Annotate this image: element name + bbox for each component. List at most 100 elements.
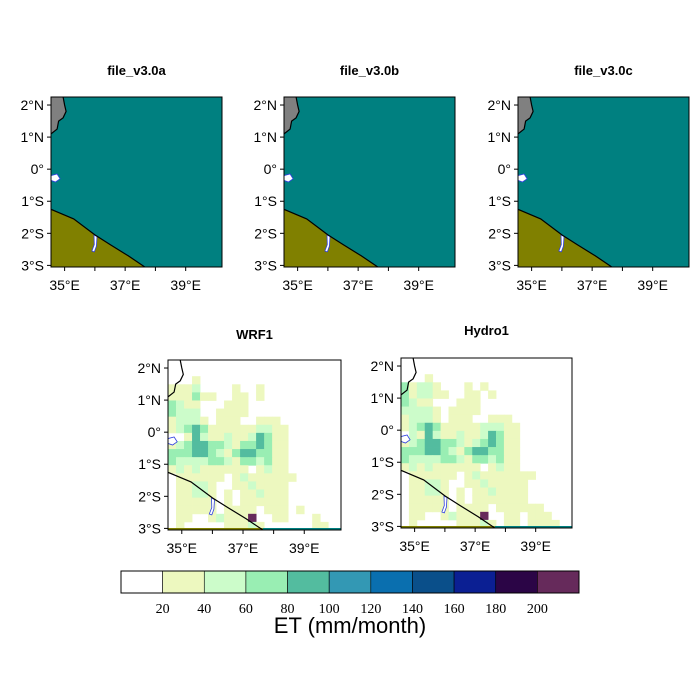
colorbar-label: 20: [156, 602, 170, 617]
grid-cell: [216, 424, 225, 434]
grid-cell: [472, 495, 481, 505]
grid-cell: [424, 382, 434, 391]
grid-cell: [488, 463, 497, 472]
grid-cell: [224, 416, 233, 426]
grid-cell: [200, 497, 209, 507]
grid-cell: [216, 440, 225, 450]
grid-cell: [488, 447, 497, 456]
grid-cell: [240, 432, 249, 442]
grid-cell: [200, 449, 209, 458]
lon-tick-label: 37°E: [228, 540, 259, 556]
grid-cell: [176, 440, 185, 450]
grid-cell: [176, 457, 185, 466]
grid-cell: [232, 408, 241, 418]
grid-cell: [488, 519, 497, 528]
grid-cell: [432, 455, 441, 464]
grid-cell: [456, 406, 465, 416]
grid-cell: [424, 390, 434, 399]
grid-cell: [248, 424, 257, 434]
grid-cell: [519, 487, 529, 497]
colorbar-box: [537, 570, 580, 594]
grid-cell: [192, 384, 201, 393]
grid-cell: [456, 519, 465, 528]
map-frame: [283, 96, 456, 268]
grid-cell: [416, 511, 426, 521]
south-region: [518, 209, 612, 267]
grid-cell: [232, 424, 241, 434]
grid-cell: [248, 505, 257, 515]
grid-cell: [440, 430, 449, 440]
grid-cell: [472, 463, 481, 472]
colorbar-label: 160: [444, 602, 465, 617]
grid-cell: [408, 430, 418, 440]
grid-cell: [200, 440, 209, 450]
grid-cell: [248, 481, 257, 490]
grid-cell: [488, 414, 497, 424]
grid-cell: [184, 424, 193, 434]
grid-cell: [503, 430, 513, 440]
panel-hydro1: 2°N 1°N 0° 1°S 2°S 3°S 35°E 37°E 39°E Hydro1: [371, 323, 573, 554]
grid-cell: [401, 382, 410, 391]
grid-cell: [168, 408, 177, 418]
south-strip: [401, 526, 495, 528]
lon-tick-label: 37°E: [460, 538, 491, 554]
grid-cell: [184, 416, 193, 426]
grid-cell: [440, 479, 449, 488]
grid-cell: [256, 473, 265, 482]
grid-cell: [456, 422, 465, 432]
grid-cell: [503, 487, 513, 497]
lake-shape: [284, 173, 294, 183]
grid-cell: [176, 489, 185, 499]
grid-cell: [288, 473, 297, 482]
grid-cell: [184, 505, 193, 515]
lat-tick-label: 0°: [264, 161, 277, 177]
grid-cell: [408, 479, 418, 488]
grid-cell: [424, 487, 434, 497]
grid-cell: [472, 487, 481, 497]
grid-cell: [192, 400, 201, 409]
grid-cell: [456, 414, 465, 424]
lat-tick-label: 1°N: [488, 129, 512, 145]
colorbar-label: 180: [485, 602, 506, 617]
grid-cell: [480, 447, 489, 456]
grid-cell: [432, 390, 441, 399]
grid-cell: [424, 414, 434, 424]
lat-tick-label: 2°S: [371, 486, 394, 502]
grid-cell: [200, 416, 209, 426]
grid-cell: [224, 465, 233, 474]
grid-cell: [232, 392, 241, 401]
grid-cell: [424, 398, 434, 407]
grid-cell: [192, 465, 201, 474]
lat-tick-label: 0°: [498, 161, 511, 177]
grid-cell: [408, 487, 418, 497]
lat-tick-label: 1°S: [371, 454, 394, 470]
colorbar-frame: [120, 570, 580, 594]
grid-cell: [264, 424, 273, 434]
grid-cell: [280, 440, 289, 450]
grid-cell: [503, 455, 513, 464]
lon-tick-label: 37°E: [110, 277, 141, 293]
grid-cell: [480, 511, 489, 521]
grid-cell: [192, 424, 201, 434]
lat-tick-label: 1°S: [254, 193, 277, 209]
grid-cell: [480, 479, 489, 488]
grid-cell: [488, 430, 497, 440]
lat-tick-label: 3°S: [254, 257, 277, 273]
grid-cell: [456, 511, 465, 521]
grid-cell: [496, 414, 505, 424]
grid-cell: [248, 513, 257, 523]
grid-cell: [248, 489, 257, 499]
grid-cell: [312, 513, 321, 523]
grid-cell: [408, 398, 418, 407]
grid-cell: [192, 376, 201, 385]
grid-cell: [503, 495, 513, 505]
grid-cell: [519, 503, 529, 513]
grid-cell: [192, 473, 201, 482]
grid-cell: [440, 487, 449, 497]
grid-cell: [440, 438, 449, 448]
grid-cell: [272, 449, 281, 458]
grid-cell: [208, 457, 217, 466]
grid-cell: [496, 495, 505, 505]
border-line: [51, 97, 67, 135]
grid-cell: [511, 438, 521, 448]
